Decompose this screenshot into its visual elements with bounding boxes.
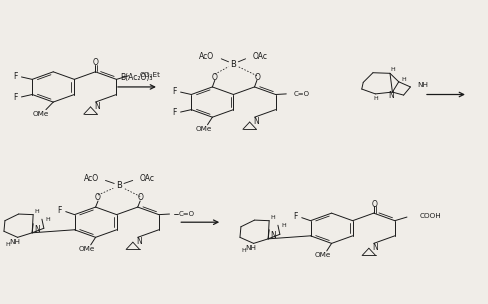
Text: C=O: C=O [178,211,194,217]
Text: N: N [372,243,378,252]
Text: H: H [35,209,40,213]
Text: O: O [212,73,218,82]
Text: O: O [255,73,261,82]
Text: AcO: AcO [199,52,214,61]
Text: N: N [388,91,394,100]
Text: C=O: C=O [294,91,310,97]
Text: AcO: AcO [83,174,99,183]
Text: NH: NH [10,239,20,245]
Text: COOH: COOH [419,213,441,219]
Text: N: N [271,231,276,240]
Text: B: B [230,60,236,69]
Text: OMe: OMe [33,111,49,116]
Text: H: H [282,223,286,228]
Text: F: F [172,108,177,117]
Text: N: N [136,237,142,246]
Text: O: O [138,194,143,202]
Text: OAc: OAc [253,52,268,61]
Text: OMe: OMe [195,126,212,132]
Text: NH: NH [418,82,429,88]
Text: H: H [390,67,395,72]
Text: NH: NH [245,245,257,251]
Text: H: H [5,242,10,247]
Text: H: H [373,96,378,101]
Text: H: H [401,77,406,82]
Text: CO₂Et: CO₂Et [140,72,161,78]
Text: F: F [58,206,62,215]
Text: F: F [293,212,298,221]
Text: O: O [372,199,378,209]
Text: O: O [92,58,98,67]
Text: H: H [271,215,275,219]
Text: OMe: OMe [315,252,331,258]
Text: N: N [94,102,100,110]
Text: OAc: OAc [140,174,155,183]
Text: OMe: OMe [79,246,95,252]
Text: F: F [172,87,177,96]
Text: B(Ac₂O)₃: B(Ac₂O)₃ [121,73,153,82]
Text: N: N [35,225,41,234]
Text: F: F [13,93,18,102]
Text: H: H [45,217,50,222]
Text: H: H [242,248,246,254]
Text: N: N [253,117,259,126]
Text: O: O [95,194,101,202]
Text: B: B [116,181,122,190]
Text: F: F [13,72,18,81]
